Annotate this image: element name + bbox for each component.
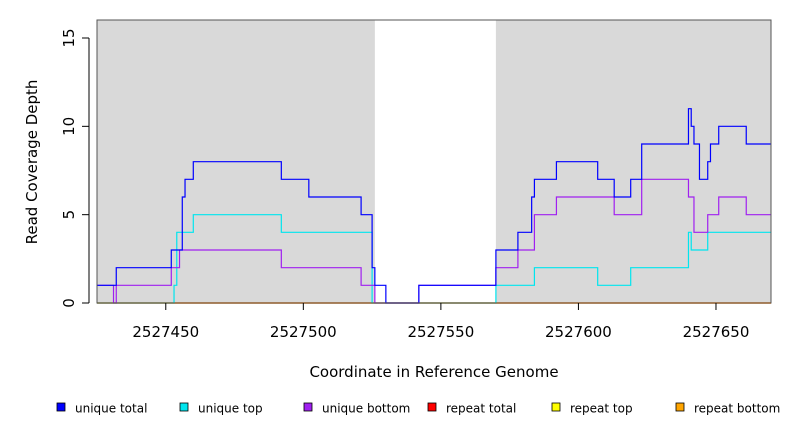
legend-swatch-unique-top — [179, 402, 189, 412]
x-tick-label: 2527550 — [407, 323, 474, 341]
legend-label-repeat-top: repeat top — [570, 402, 633, 416]
legend-label-repeat-total: repeat total — [446, 402, 516, 416]
shaded-region-2 — [495, 20, 771, 303]
legend-swatch-repeat-total — [427, 402, 437, 412]
series-line-unique-top — [97, 214, 771, 304]
x-tick-label: 2527650 — [683, 323, 750, 341]
legend-label-repeat-bottom: repeat bottom — [694, 402, 780, 416]
legend-swatch-unique-total — [56, 402, 66, 412]
legend-label-unique-bottom: unique bottom — [322, 402, 410, 416]
legend-label-unique-total: unique total — [75, 402, 147, 416]
x-tick-label: 2527600 — [545, 323, 612, 341]
plot-frame — [96, 19, 772, 304]
y-tick-label: 5 — [60, 210, 78, 220]
series-line-unique-total — [97, 108, 771, 304]
x-tick-label: 2527450 — [132, 323, 199, 341]
x-tick-label: 2527500 — [270, 323, 337, 341]
legend: unique total unique top unique bottom repea… — [56, 402, 780, 416]
y-tick-label: 0 — [60, 298, 78, 308]
y-axis-title: Read Coverage Depth — [23, 80, 41, 245]
y-tick-label: 15 — [60, 28, 78, 47]
series-line-unique-bottom — [97, 178, 771, 304]
legend-swatch-unique-bottom — [303, 402, 313, 412]
legend-label-unique-top: unique top — [198, 402, 263, 416]
y-tick-label: 10 — [60, 117, 78, 136]
y-axis: 0 5 10 15 — [60, 28, 90, 308]
legend-swatch-repeat-top — [551, 402, 561, 412]
x-axis-title: Coordinate in Reference Genome — [309, 363, 558, 381]
x-axis: 2527450 2527500 2527550 2527600 2527650 — [132, 303, 749, 341]
legend-swatch-repeat-bottom — [675, 402, 685, 412]
